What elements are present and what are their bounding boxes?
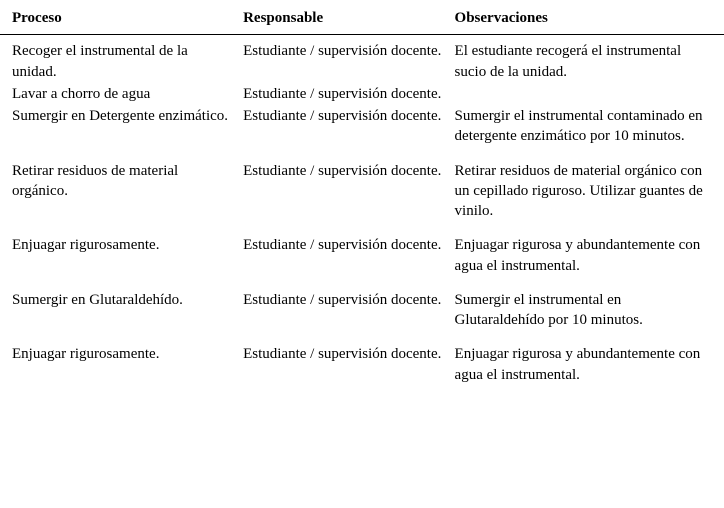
table-row: Sumergir en Glutaraldehído.Estudiante / …: [0, 290, 724, 345]
cell-responsable: Estudiante / supervisión docente.: [243, 84, 454, 104]
cell-observaciones: El estudiante recogerá el instrumental s…: [455, 41, 712, 82]
cell-responsable: Estudiante / supervisión docente.: [243, 344, 454, 364]
col-header-responsable: Responsable: [243, 8, 454, 28]
cell-observaciones: Sumergir el instrumental en Glutaraldehí…: [455, 290, 712, 331]
cell-responsable: Estudiante / supervisión docente.: [243, 161, 454, 181]
cell-observaciones: Enjuagar rigurosa y abundantemente con a…: [455, 235, 712, 276]
cell-observaciones: Sumergir el instrumental contaminado en …: [455, 106, 712, 147]
cell-proceso: Enjuagar rigurosamente.: [12, 235, 243, 255]
cell-proceso: Retirar residuos de material orgánico.: [12, 161, 243, 202]
cell-responsable: Estudiante / supervisión docente.: [243, 235, 454, 255]
cell-proceso: Sumergir en Detergente enzimático.: [12, 106, 243, 126]
table-row: Retirar residuos de material orgánico.Es…: [0, 161, 724, 236]
table-row: Recoger el instrumental de la unidad.Est…: [0, 41, 724, 84]
table-row: Enjuagar rigurosamente.Estudiante / supe…: [0, 344, 724, 399]
cell-responsable: Estudiante / supervisión docente.: [243, 41, 454, 61]
cell-proceso: Lavar a chorro de agua: [12, 84, 243, 104]
cell-observaciones: Enjuagar rigurosa y abundantemente con a…: [455, 344, 712, 385]
cell-proceso: Sumergir en Glutaraldehído.: [12, 290, 243, 310]
col-header-observaciones: Observaciones: [455, 8, 712, 28]
process-table: Proceso Responsable Observaciones Recoge…: [0, 0, 724, 399]
cell-proceso: Recoger el instrumental de la unidad.: [12, 41, 243, 82]
col-header-proceso: Proceso: [12, 8, 243, 28]
cell-proceso: Enjuagar rigurosamente.: [12, 344, 243, 364]
table-row: Lavar a chorro de aguaEstudiante / super…: [0, 84, 724, 106]
table-row: Enjuagar rigurosamente.Estudiante / supe…: [0, 235, 724, 290]
cell-observaciones: Retirar residuos de material orgánico co…: [455, 161, 712, 222]
cell-responsable: Estudiante / supervisión docente.: [243, 106, 454, 126]
table-row: Sumergir en Detergente enzimático.Estudi…: [0, 106, 724, 161]
table-header-row: Proceso Responsable Observaciones: [0, 0, 724, 35]
table-body: Recoger el instrumental de la unidad.Est…: [0, 35, 724, 399]
cell-responsable: Estudiante / supervisión docente.: [243, 290, 454, 310]
